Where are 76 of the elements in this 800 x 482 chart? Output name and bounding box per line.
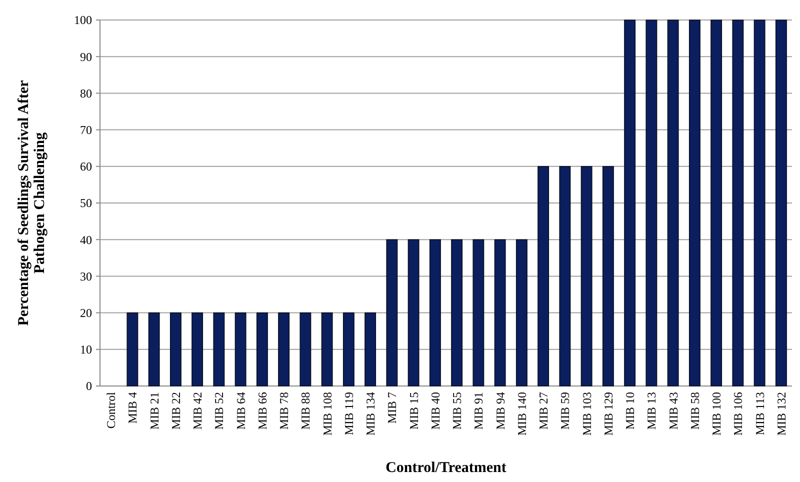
y-tick-label: 10 (80, 342, 92, 357)
x-tick-label: MIB 140 (514, 392, 529, 436)
x-tick-label: MIB 108 (320, 392, 334, 436)
bar (472, 239, 484, 386)
bar (364, 312, 376, 386)
bar (580, 166, 592, 386)
bar (602, 166, 614, 386)
x-tick-label: MIB 113 (752, 392, 767, 436)
bar (278, 312, 290, 386)
bar (148, 312, 160, 386)
bar (667, 20, 679, 386)
x-tick-label: Control (104, 391, 118, 429)
y-tick-label: 80 (80, 86, 92, 100)
x-tick-label: MIB 27 (536, 392, 551, 430)
bar (126, 312, 138, 386)
bar (256, 312, 268, 386)
x-tick-label: MIB 66 (255, 392, 270, 430)
x-tick-label: MIB 22 (168, 392, 183, 430)
bar (429, 239, 441, 386)
x-tick-label: MIB 15 (406, 392, 421, 430)
x-tick-label: MIB 64 (234, 392, 248, 430)
bar (170, 312, 182, 386)
bar (559, 166, 571, 386)
x-tick-label: MIB 55 (450, 392, 464, 430)
y-tick-label: 50 (80, 196, 92, 210)
x-tick-label: MIB 52 (212, 392, 226, 430)
y-tick-label: 0 (86, 379, 92, 394)
x-tick-label: MIB 100 (710, 392, 724, 436)
bar (710, 20, 722, 386)
x-tick-label: MIB 42 (190, 392, 205, 430)
y-tick-label: 20 (80, 306, 92, 320)
bar (300, 312, 312, 386)
bar (538, 166, 550, 386)
x-tick-label: MIB 21 (147, 392, 162, 430)
x-tick-label: MIB 40 (428, 392, 442, 430)
y-tick-label: 90 (80, 50, 92, 64)
y-tick-label: 60 (80, 160, 92, 174)
bar (386, 239, 398, 386)
bar (732, 20, 744, 386)
x-tick-label: MIB 94 (493, 392, 508, 430)
bar (775, 20, 787, 386)
x-tick-label: MIB 10 (623, 392, 638, 430)
x-tick-label: MIB 88 (298, 392, 313, 430)
x-tick-label: MIB 129 (601, 392, 616, 436)
bar (234, 312, 246, 386)
x-tick-label: MIB 134 (364, 392, 378, 436)
y-tick-label: 30 (80, 269, 92, 284)
x-tick-label: MIB 58 (688, 392, 702, 430)
x-tick-label: MIB 103 (580, 392, 594, 436)
x-tick-label: MIB 13 (644, 392, 659, 430)
bar (494, 239, 506, 386)
bar (192, 312, 204, 386)
bar (342, 312, 354, 386)
x-tick-label: MIB 4 (126, 392, 140, 424)
bar (408, 239, 420, 386)
x-tick-label: MIB 91 (472, 392, 486, 430)
bar (646, 20, 658, 386)
bar (213, 312, 225, 386)
x-tick-label: MIB 78 (277, 392, 292, 430)
x-tick-label: MIB 43 (666, 392, 680, 430)
bar (516, 239, 528, 386)
x-tick-label: MIB 106 (731, 392, 746, 436)
x-tick-label: MIB 132 (774, 392, 788, 436)
x-tick-label: MIB 59 (558, 392, 572, 430)
bar (321, 312, 333, 386)
y-tick-label: 40 (80, 232, 92, 247)
bar (624, 20, 636, 386)
bar (754, 20, 766, 386)
x-tick-label: MIB 119 (342, 392, 356, 436)
x-tick-label: MIB 7 (385, 392, 400, 424)
y-tick-label: 100 (74, 13, 92, 28)
bar (451, 239, 463, 386)
y-tick-label: 70 (80, 123, 92, 137)
x-axis-title: Control/Treatment (386, 460, 506, 476)
bar (688, 20, 700, 386)
y-axis-title: Percentage of Seedlings Survival After Pathogen Challenging (16, 80, 48, 326)
